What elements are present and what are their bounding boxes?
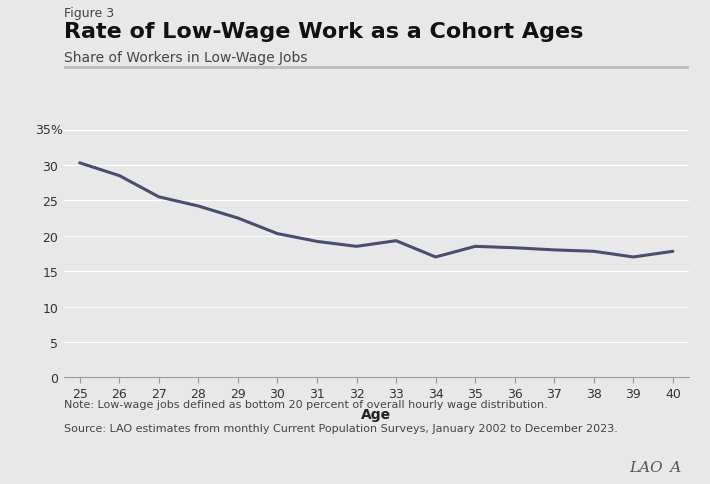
- Text: Figure 3: Figure 3: [64, 7, 114, 20]
- Text: LAO A: LAO A: [629, 460, 682, 474]
- X-axis label: Age: Age: [361, 407, 391, 421]
- Text: Share of Workers in Low-Wage Jobs: Share of Workers in Low-Wage Jobs: [64, 51, 307, 65]
- Text: 35%: 35%: [36, 124, 63, 137]
- Text: Rate of Low-Wage Work as a Cohort Ages: Rate of Low-Wage Work as a Cohort Ages: [64, 22, 584, 42]
- Text: Source: LAO estimates from monthly Current Population Surveys, January 2002 to D: Source: LAO estimates from monthly Curre…: [64, 424, 618, 434]
- Text: Note: Low-wage jobs defined as bottom 20 percent of overall hourly wage distribu: Note: Low-wage jobs defined as bottom 20…: [64, 399, 547, 409]
